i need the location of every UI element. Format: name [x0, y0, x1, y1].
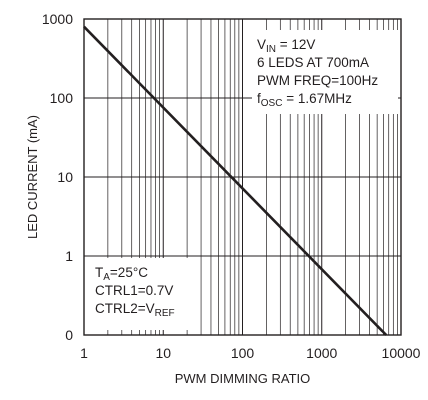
conditions-box: [252, 30, 398, 114]
test-conditions-box: [88, 258, 200, 330]
annotation-line: 6 LEDS AT 700mA: [257, 55, 369, 70]
y-tick-label: 0: [65, 327, 73, 343]
annotation-subscript: REF: [155, 308, 175, 319]
x-tick-label: 10000: [382, 345, 421, 361]
series-lines: [83, 25, 388, 336]
annotation-text: CTRL2=V: [95, 301, 155, 316]
y-tick-label: 10: [57, 169, 73, 185]
y-tick-label: 1000: [42, 11, 73, 27]
annotation-subscript: OSC: [261, 98, 283, 109]
annotation-line: CTRL1=0.7V: [95, 283, 173, 298]
x-tick-label: 1: [80, 345, 88, 361]
annotation-subscript: IN: [266, 44, 276, 55]
x-tick-label: 10: [155, 345, 171, 361]
annotation-text: = 1.67MHz: [282, 91, 352, 106]
annotation-text: = 12V: [276, 37, 315, 52]
y-axis-label: LED CURRENT (mA): [25, 115, 40, 239]
y-tick-label: 100: [50, 90, 74, 106]
annotation-text: f: [257, 91, 261, 106]
annotation-text: T: [95, 265, 103, 280]
x-tick-label: 100: [231, 345, 255, 361]
annotation-text: 6 LEDS AT 700mA: [257, 55, 369, 70]
annotation-line: PWM FREQ=100Hz: [257, 73, 378, 88]
annotation-text: =25°C: [110, 265, 148, 280]
annotation-line: VIN = 12V: [257, 37, 315, 55]
series-line: [83, 25, 388, 336]
annotation-text: PWM FREQ=100Hz: [257, 73, 378, 88]
x-axis-label: PWM DIMMING RATIO: [175, 371, 311, 386]
y-tick-label: 1: [65, 248, 73, 264]
annotation-line: TA=25°C: [95, 265, 148, 283]
plot-frame: [83, 18, 402, 336]
x-tick-label: 1000: [306, 345, 337, 361]
annotation-line: fOSC = 1.67MHz: [257, 91, 352, 109]
annotation-text: CTRL1=0.7V: [95, 283, 173, 298]
annotation-line: CTRL2=VREF: [95, 301, 175, 319]
annotation-subscript: A: [103, 272, 110, 283]
annotation-text: V: [257, 37, 266, 52]
